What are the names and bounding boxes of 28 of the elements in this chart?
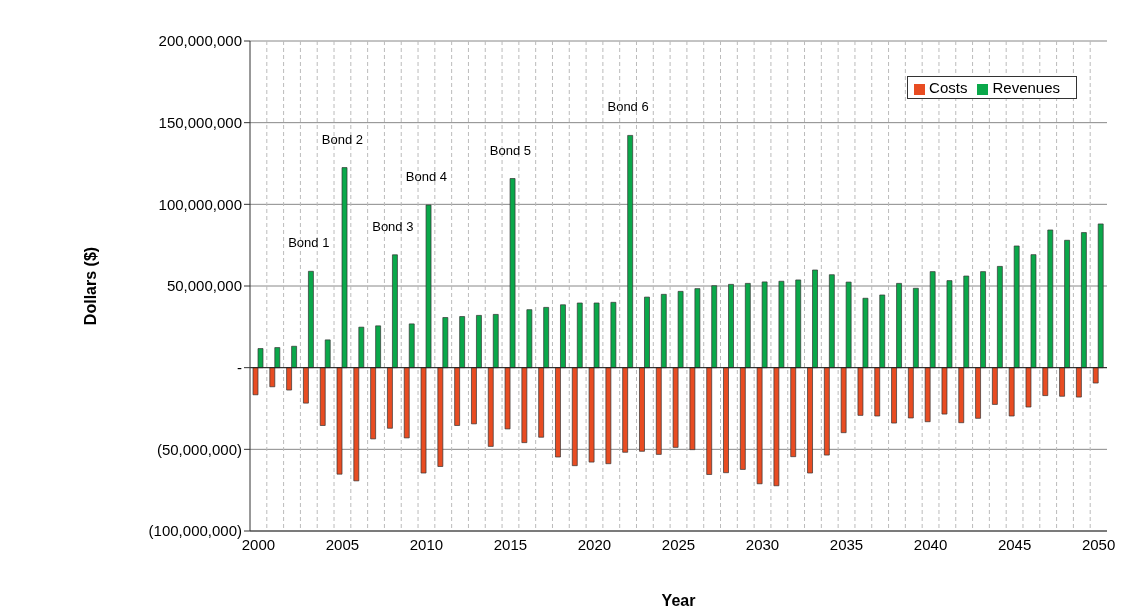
annotation: Bond 1	[288, 235, 330, 251]
y-tick-label: 100,000,000	[158, 195, 242, 213]
y-tick-label: (50,000,000)	[156, 440, 242, 458]
y-tick-label: -	[237, 358, 242, 376]
legend-label: Revenues	[992, 79, 1060, 96]
legend-label: Costs	[929, 79, 968, 96]
annotation: Bond 4	[405, 168, 448, 184]
y-tick-label: 200,000,000	[158, 32, 242, 50]
y-axis-title: Dollars ($)	[81, 246, 99, 326]
y-tick-label: (100,000,000)	[148, 522, 242, 540]
annotation: Bond 6	[607, 99, 649, 115]
x-tick-label: 2040	[913, 535, 948, 553]
annotation: Bond 3	[372, 218, 414, 234]
x-tick-label: 2025	[661, 535, 696, 553]
x-tick-label: 2050	[1081, 535, 1116, 553]
x-tick-label: 2010	[409, 535, 444, 553]
x-tick-label: 2030	[745, 535, 780, 553]
y-tick-label: 150,000,000	[158, 113, 242, 131]
x-tick-label: 2015	[493, 535, 528, 553]
x-tick-label: 2045	[997, 535, 1032, 553]
x-tick-label: 2005	[325, 535, 360, 553]
x-axis-title: Year	[661, 592, 696, 609]
x-tick-label: 2000	[241, 535, 276, 553]
annotation: Bond 5	[489, 142, 532, 158]
x-tick-label: 2035	[829, 535, 864, 553]
annotation: Bond 2	[321, 131, 364, 147]
y-tick-label: 50,000,000	[166, 277, 242, 295]
x-tick-label: 2020	[577, 535, 612, 553]
